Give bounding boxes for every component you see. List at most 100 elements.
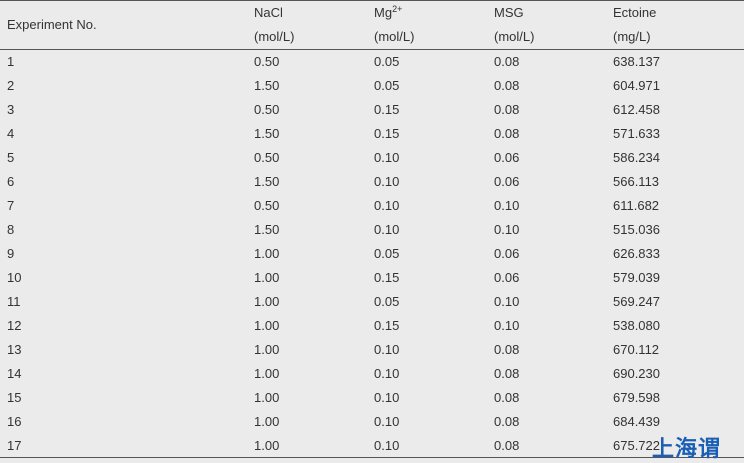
table-cell: 6 <box>7 174 15 189</box>
table-cell: 538.080 <box>613 318 660 333</box>
table-cell: 14 <box>7 366 22 381</box>
table-cell: 515.036 <box>613 222 660 237</box>
table-cell: 1.50 <box>254 174 280 189</box>
header-cell: Mg2+ <box>374 5 402 21</box>
table-cell: 0.08 <box>494 126 520 141</box>
header-unit: (mol/L) <box>494 29 535 44</box>
table-cell: 7 <box>7 198 15 213</box>
table-cell: 0.10 <box>494 318 520 333</box>
table-cell: 16 <box>7 414 22 429</box>
table-cell: 0.05 <box>374 246 400 261</box>
table-cell: 0.05 <box>374 54 400 69</box>
table-cell: 1.00 <box>254 366 280 381</box>
table-cell: 0.15 <box>374 270 400 285</box>
table-cell: 0.05 <box>374 78 400 93</box>
table-cell: 0.08 <box>494 54 520 69</box>
table-cell: 1.00 <box>254 390 280 405</box>
table-cell: 0.15 <box>374 102 400 117</box>
table-cell: 4 <box>7 126 15 141</box>
table-cell: 566.113 <box>613 174 660 189</box>
table-cell: 0.15 <box>374 126 400 141</box>
table-cell: 0.06 <box>494 270 520 285</box>
table-cell: 8 <box>7 222 15 237</box>
table-cell: 0.50 <box>254 102 280 117</box>
table-cell: 0.10 <box>494 198 520 213</box>
header-cell: Ectoine <box>613 5 657 20</box>
table-cell: 0.10 <box>494 294 520 309</box>
table-cell: 1.00 <box>254 438 280 453</box>
header-unit: (mol/L) <box>254 29 295 44</box>
table-cell: 3 <box>7 102 15 117</box>
table-cell: 0.08 <box>494 366 520 381</box>
header-text: Mg <box>374 5 393 20</box>
table-cell: 17 <box>7 438 22 453</box>
table-cell: 0.50 <box>254 150 280 165</box>
header-cell: MSG <box>494 5 524 20</box>
table-cell: 0.08 <box>494 78 520 93</box>
table-cell: 0.08 <box>494 414 520 429</box>
table-cell: 579.039 <box>613 270 660 285</box>
table-cell: 0.08 <box>494 390 520 405</box>
table-cell: 2 <box>7 78 15 93</box>
table-cell: 9 <box>7 246 15 261</box>
table-cell: 571.633 <box>613 126 660 141</box>
table-cell: 0.50 <box>254 198 280 213</box>
table-cell: 1.50 <box>254 222 280 237</box>
table-cell: 626.833 <box>613 246 660 261</box>
table-cell: 1.00 <box>254 294 280 309</box>
table-cell: 679.598 <box>613 390 660 405</box>
table-cell: 0.10 <box>374 222 400 237</box>
table-cell: 690.230 <box>613 366 660 381</box>
table-cell: 611.682 <box>613 198 660 213</box>
superscript: 2+ <box>392 4 403 14</box>
table-cell: 0.10 <box>374 198 400 213</box>
table-cell: 1.00 <box>254 342 280 357</box>
table-cell: 0.06 <box>494 174 520 189</box>
table-cell: 1.00 <box>254 270 280 285</box>
table-cell: 1.50 <box>254 126 280 141</box>
table-cell: 569.247 <box>613 294 660 309</box>
table-cell: 0.08 <box>494 342 520 357</box>
table-cell: 0.50 <box>254 54 280 69</box>
table-cell: 684.439 <box>613 414 660 429</box>
table-cell: 0.10 <box>374 414 400 429</box>
table-cell: 612.458 <box>613 102 660 117</box>
table-cell: 1.00 <box>254 318 280 333</box>
rule <box>0 457 744 458</box>
header-unit: (mol/L) <box>374 29 415 44</box>
table-cell: 1.00 <box>254 246 280 261</box>
watermark: 上海谓 <box>652 436 722 461</box>
table-cell: 0.10 <box>374 366 400 381</box>
table-cell: 0.10 <box>374 438 400 453</box>
table-cell: 0.15 <box>374 318 400 333</box>
table-cell: 0.06 <box>494 150 520 165</box>
table-cell: 0.10 <box>374 150 400 165</box>
table-cell: 1.50 <box>254 78 280 93</box>
table-cell: 0.05 <box>374 294 400 309</box>
table-cell: 586.234 <box>613 150 660 165</box>
table-cell: 604.971 <box>613 78 660 93</box>
table-cell: 0.08 <box>494 438 520 453</box>
table-cell: 15 <box>7 390 22 405</box>
table-cell: 10 <box>7 270 22 285</box>
table-cell: 5 <box>7 150 15 165</box>
table-cell: 675.722 <box>613 438 660 453</box>
rule <box>0 0 744 1</box>
table-cell: 0.10 <box>374 174 400 189</box>
header-unit: (mg/L) <box>613 29 651 44</box>
table-cell: 638.137 <box>613 54 660 69</box>
table-cell: 0.06 <box>494 246 520 261</box>
table-cell: 1 <box>7 54 15 69</box>
header-cell: NaCl <box>254 5 283 20</box>
table-cell: 0.10 <box>494 222 520 237</box>
table-cell: 0.08 <box>494 102 520 117</box>
table-cell: 12 <box>7 318 22 333</box>
table-cell: 670.112 <box>613 342 660 357</box>
rule <box>0 49 744 50</box>
table-cell: 11 <box>7 294 21 309</box>
table-cell: 0.10 <box>374 390 400 405</box>
table-cell: 13 <box>7 342 22 357</box>
header-cell: Experiment No. <box>7 17 97 32</box>
table-cell: 0.10 <box>374 342 400 357</box>
